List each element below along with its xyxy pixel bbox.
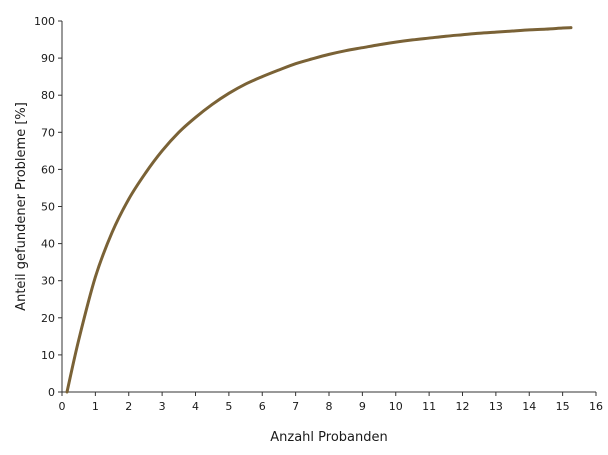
x-tick-label: 15 [556, 400, 570, 413]
x-axis-title: Anzahl Probanden [270, 430, 387, 445]
x-tick-label: 3 [159, 400, 166, 413]
x-tick-label: 0 [59, 400, 66, 413]
y-tick-label: 20 [41, 312, 55, 325]
y-tick-label: 30 [41, 275, 55, 288]
x-tick-label: 12 [456, 400, 470, 413]
series-line [65, 26, 573, 394]
y-tick-label: 50 [41, 201, 55, 214]
x-tick-label: 16 [589, 400, 603, 413]
y-tick-label: 40 [41, 238, 55, 251]
y-tick-label: 10 [41, 349, 55, 362]
x-tick-label: 6 [259, 400, 266, 413]
y-tick-label: 80 [41, 89, 55, 102]
y-tick-label: 90 [41, 52, 55, 65]
x-tick-label: 10 [389, 400, 403, 413]
x-tick-label: 13 [489, 400, 503, 413]
x-tick-label: 9 [359, 400, 366, 413]
x-tick-label: 4 [192, 400, 199, 413]
x-tick-label: 5 [225, 400, 232, 413]
x-tick-label: 2 [125, 400, 132, 413]
x-tick-label: 1 [92, 400, 99, 413]
y-tick-label: 60 [41, 163, 55, 176]
y-tick-label: 70 [41, 126, 55, 139]
y-tick-label: 0 [48, 386, 55, 399]
x-tick-label: 8 [326, 400, 333, 413]
y-axis-title: Anteil gefundener Probleme [%] [14, 102, 29, 311]
x-tick-label: 7 [292, 400, 299, 413]
x-tick-label: 14 [522, 400, 536, 413]
y-tick-label: 100 [34, 15, 55, 28]
x-tick-label: 11 [422, 400, 436, 413]
series-group [65, 26, 573, 394]
